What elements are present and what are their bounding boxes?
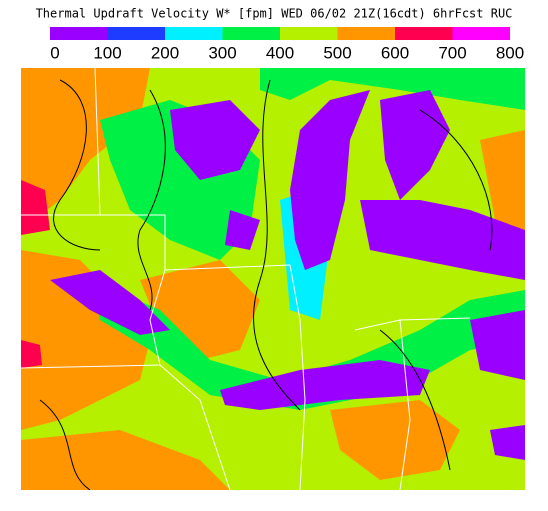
region [225,210,260,250]
region [330,400,460,480]
legend-label: 300 [208,43,236,62]
legend-swatch [395,27,453,40]
region [170,100,260,180]
legend-label: 0 [50,43,59,62]
region [360,200,525,280]
legend-swatch [107,27,165,40]
legend-label: 400 [266,43,294,62]
legend-label: 100 [93,43,121,62]
state-borders [21,68,471,490]
legend-swatch [50,27,108,40]
region [490,425,525,460]
legend-swatch [165,27,223,40]
region [470,310,525,380]
region [21,250,150,430]
map [21,68,525,490]
legend-swatch [337,27,395,40]
region [50,270,170,335]
legend-label: 800 [496,43,524,62]
legend-swatch [222,27,280,40]
legend-label: 200 [151,43,179,62]
legend-label: 600 [381,43,409,62]
contours [39,79,493,490]
region [21,340,42,368]
region [21,180,50,235]
legend-swatch [280,27,338,40]
region [21,430,230,490]
map-title: Thermal Updraft Velocity W* [fpm] WED 06… [36,7,513,21]
region [21,68,150,230]
region [380,90,450,200]
region [480,130,525,230]
legend-label: 700 [438,43,466,62]
region [290,90,370,270]
region [220,360,430,410]
color-legend: 0 100 200 300 400 500 600 700 800 [50,27,524,62]
legend-swatch [452,27,510,40]
region [260,68,525,110]
legend-label: 500 [323,43,351,62]
